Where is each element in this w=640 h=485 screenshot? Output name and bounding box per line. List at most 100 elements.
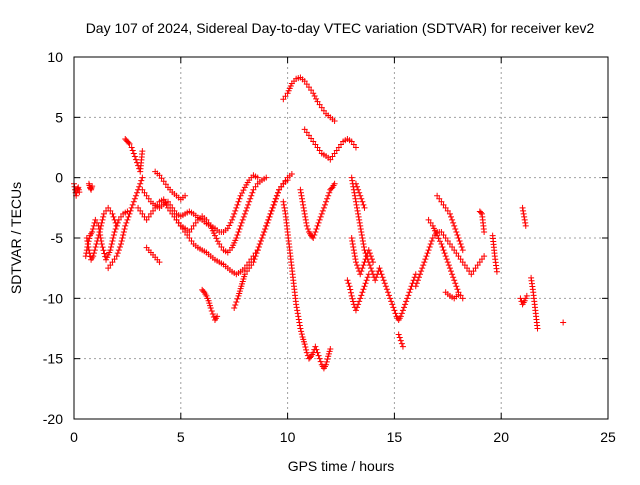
y-tick-label: 0	[55, 170, 63, 186]
data-point	[311, 231, 318, 238]
data-point	[303, 222, 310, 229]
data-point	[156, 172, 163, 179]
chart-title: Day 107 of 2024, Sidereal Day-to-day VTE…	[86, 20, 595, 36]
data-point	[91, 247, 98, 254]
data-point	[297, 325, 304, 332]
data-point	[175, 219, 182, 226]
data-point	[383, 286, 390, 293]
data-point	[280, 198, 287, 205]
data-point	[461, 262, 468, 269]
data-point	[294, 307, 301, 314]
data-point	[303, 346, 310, 353]
data-point	[293, 301, 300, 308]
data-point	[449, 271, 456, 278]
data-point	[109, 210, 116, 217]
data-point	[113, 253, 120, 260]
data-point	[438, 228, 445, 235]
data-point	[139, 186, 146, 193]
data-point	[98, 222, 105, 229]
data-point	[113, 222, 120, 229]
data-point	[346, 283, 353, 290]
data-point	[452, 280, 459, 287]
data-point	[348, 292, 355, 299]
data-point	[137, 207, 144, 214]
y-tick-label: -10	[43, 290, 63, 306]
data-point	[252, 183, 259, 190]
data-point	[167, 207, 174, 214]
data-point	[118, 238, 125, 245]
data-point	[125, 139, 132, 146]
data-point	[378, 271, 385, 278]
data-point	[111, 228, 118, 235]
data-point	[316, 216, 323, 223]
data-point	[218, 244, 225, 251]
data-point	[99, 244, 106, 251]
data-point	[184, 231, 191, 238]
data-point	[268, 207, 275, 214]
data-point	[338, 141, 344, 148]
data-point	[302, 216, 309, 223]
data-point	[254, 174, 261, 181]
data-point	[129, 147, 136, 154]
data-point	[162, 181, 169, 188]
data-point	[451, 222, 458, 229]
data-point	[356, 189, 363, 196]
x-tick-label: 10	[280, 429, 296, 445]
data-point	[227, 219, 234, 226]
data-point	[84, 238, 91, 245]
data-point	[360, 262, 367, 269]
data-point	[122, 222, 129, 229]
data-point	[358, 231, 365, 238]
data-points	[71, 74, 567, 372]
data-point	[345, 280, 352, 287]
data-point	[301, 341, 308, 348]
data-point	[397, 313, 404, 320]
data-point	[355, 186, 362, 193]
data-point	[366, 262, 373, 269]
data-point	[457, 256, 464, 263]
data-point	[267, 210, 274, 217]
data-point	[434, 232, 441, 239]
data-point	[83, 235, 90, 241]
data-point	[350, 244, 357, 251]
data-point	[314, 144, 321, 151]
data-point	[100, 247, 107, 254]
data-point	[427, 219, 434, 226]
data-point	[315, 219, 322, 226]
data-point	[111, 256, 118, 263]
data-point	[126, 210, 133, 217]
data-point	[415, 274, 422, 281]
data-point	[320, 204, 327, 211]
data-point	[233, 235, 240, 241]
data-point	[211, 232, 218, 239]
data-point	[474, 262, 481, 269]
data-point	[313, 346, 320, 353]
data-point	[107, 247, 114, 254]
data-point	[438, 198, 445, 205]
data-point	[261, 228, 268, 235]
data-point	[360, 286, 367, 293]
data-point	[350, 247, 357, 254]
data-point	[517, 295, 524, 302]
data-point	[421, 259, 428, 266]
data-point	[284, 177, 291, 184]
data-point	[358, 292, 365, 299]
data-point	[459, 247, 466, 254]
data-point	[310, 138, 317, 145]
data-point	[443, 256, 450, 263]
data-point	[326, 189, 333, 196]
data-point	[205, 219, 212, 226]
data-point	[91, 250, 98, 257]
data-point	[84, 241, 91, 248]
x-tick-label: 25	[600, 429, 616, 445]
data-point	[388, 298, 395, 305]
data-point	[150, 207, 157, 214]
data-point	[308, 87, 315, 94]
data-point	[96, 228, 103, 235]
data-point	[440, 247, 447, 254]
data-point	[449, 244, 456, 251]
data-point	[246, 265, 253, 272]
data-point	[143, 192, 150, 199]
y-tick-label: -5	[51, 230, 64, 246]
data-point	[135, 204, 142, 211]
